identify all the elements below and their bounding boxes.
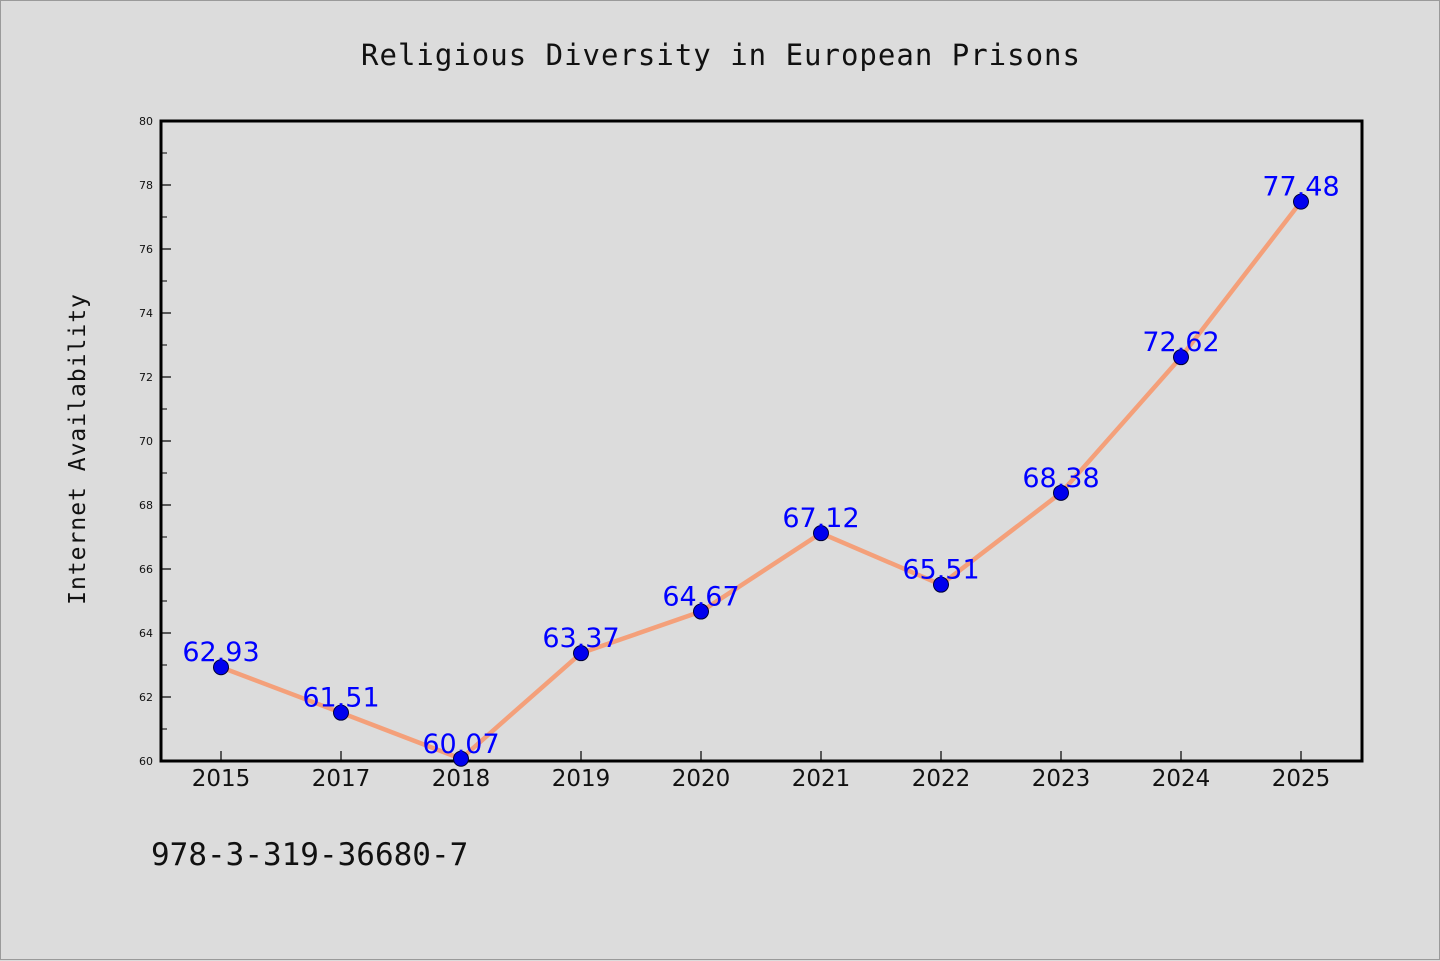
data-label: 62.93 (182, 637, 259, 668)
data-point (453, 750, 469, 767)
data-point (813, 525, 829, 542)
data-label: 68.38 (1022, 463, 1099, 494)
data-point (213, 659, 229, 676)
y-tick-label: 72 (139, 371, 153, 384)
data-label: 77.48 (1262, 172, 1339, 203)
x-tick-label: 2024 (1152, 766, 1211, 792)
y-tick-label: 64 (139, 627, 153, 640)
x-tick-label: 2021 (792, 766, 851, 792)
x-tick-label: 2015 (192, 766, 251, 792)
series-line (218, 199, 1304, 762)
y-tick-label: 68 (139, 499, 153, 512)
x-tick-label: 2023 (1032, 766, 1091, 792)
footnote-isbn: 978-3-319-36680-7 (151, 837, 468, 873)
y-tick-label: 76 (139, 243, 153, 256)
y-axis-label: Internet Availability (65, 293, 91, 605)
x-tick-label: 2018 (432, 766, 491, 792)
data-label: 64.67 (662, 582, 739, 613)
y-tick-label: 60 (139, 755, 153, 768)
y-axis-ticks: 60 62 64 66 68 70 72 74 76 78 80 (139, 115, 171, 768)
y-tick-label: 80 (139, 115, 153, 128)
x-tick-label: 2019 (552, 766, 611, 792)
data-label: 61.51 (302, 683, 379, 714)
data-label: 60.07 (422, 729, 499, 760)
chart-title: Religious Diversity in European Prisons (361, 38, 1081, 72)
series-layer: 62.93 61.51 60.07 63.37 64.67 67.12 65.51 68.38… (182, 172, 1340, 767)
data-point (693, 603, 709, 620)
x-tick-label: 2022 (912, 766, 971, 792)
data-label: 65.51 (902, 555, 979, 586)
x-axis-ticks: 2015 2017 2018 2019 2020 2021 2022 2023 2024 2025 (192, 751, 1331, 792)
x-tick-label: 2017 (312, 766, 371, 792)
x-tick-label: 2025 (1272, 766, 1331, 792)
data-label: 72.62 (1142, 327, 1219, 358)
y-tick-label: 74 (139, 307, 153, 320)
data-label: 67.12 (782, 503, 859, 534)
data-label: 63.37 (542, 623, 619, 654)
plot-area-frame (159, 119, 1364, 763)
data-point (1293, 193, 1309, 210)
data-point (933, 576, 949, 593)
data-point (1173, 349, 1189, 366)
data-point (333, 704, 349, 721)
y-tick-label: 66 (139, 563, 153, 576)
y-tick-label: 70 (139, 435, 153, 448)
x-tick-label: 2020 (672, 766, 731, 792)
data-point (573, 645, 589, 662)
y-tick-label: 62 (139, 691, 153, 704)
data-point (1053, 484, 1069, 501)
y-tick-label: 78 (139, 179, 153, 192)
